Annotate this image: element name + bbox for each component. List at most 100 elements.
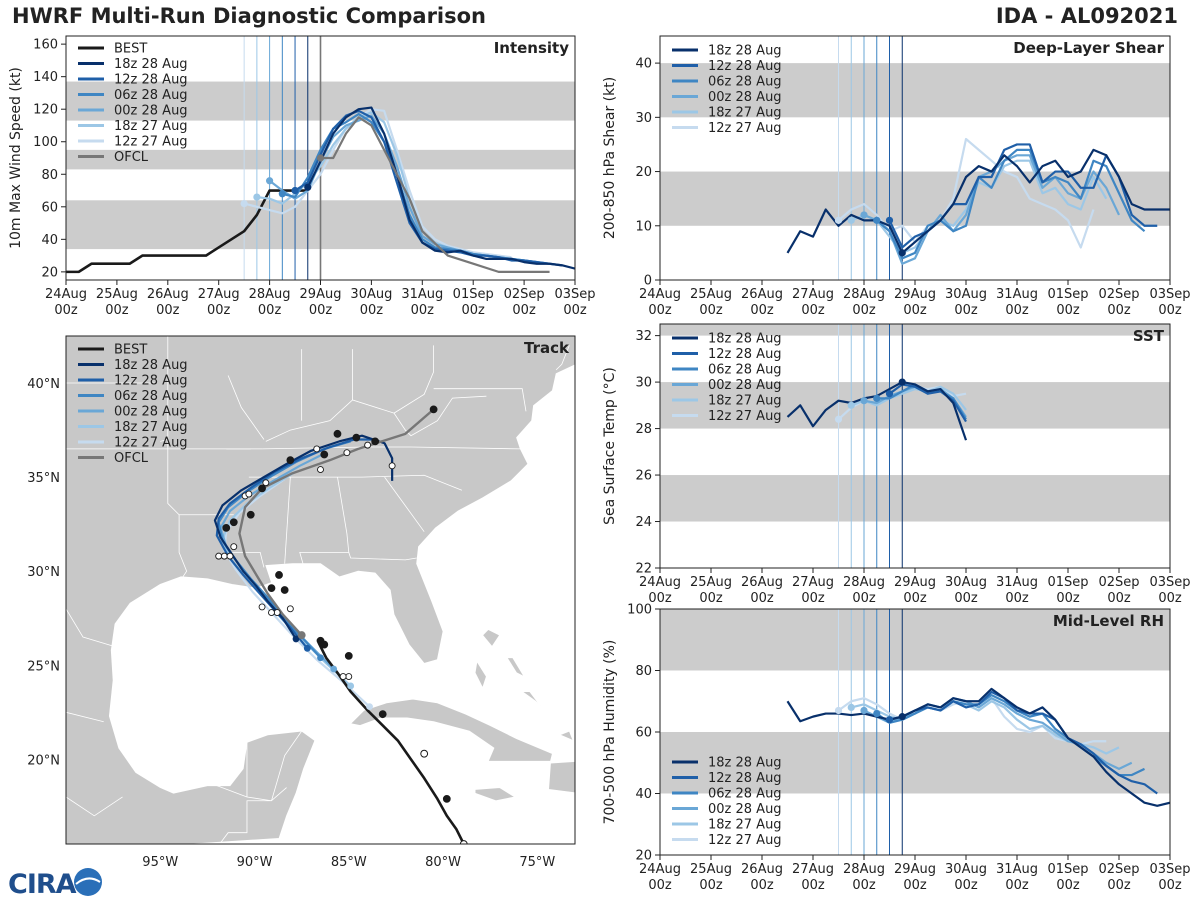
y-tick-label: 30 [635, 376, 652, 391]
legend-label: 18z 27 Aug [708, 818, 782, 833]
track-fix-marker [258, 484, 266, 493]
track-00z-marker [226, 552, 234, 560]
x-tick-label: 00z [903, 591, 927, 606]
track-init-marker [317, 654, 324, 662]
state-boundary [433, 388, 527, 412]
legend-label: 06z 28 Aug [708, 75, 782, 90]
x-tick-label: 00z [512, 303, 536, 318]
state-boundary [227, 375, 265, 440]
ofcl-line [320, 116, 550, 273]
shear-chart: 01020304024Aug00z25Aug00z26Aug00z27Aug00… [602, 35, 1191, 318]
state-boundary [224, 551, 265, 568]
run-line-2 [876, 148, 1146, 260]
x-tick-label: 00z [1056, 591, 1080, 606]
x-tick-label: 00z [954, 878, 978, 893]
x-tick-label: 00z [903, 303, 927, 318]
track-fix-marker [275, 571, 283, 579]
x-tick-label: 30Aug [945, 575, 987, 590]
y-tick-label: 30 [635, 111, 652, 126]
init-marker [885, 216, 894, 224]
x-tick-label: 00z [54, 303, 78, 318]
shear-ylabel: 200-850 hPa Shear (kt) [602, 77, 618, 239]
track-00z-marker [364, 441, 372, 449]
legend-label: 18z 28 Aug [708, 44, 782, 59]
x-tick-label: 00z [801, 878, 825, 893]
x-tick-label: 29Aug [300, 287, 342, 302]
lon-tick-label: 80°W [425, 855, 461, 870]
x-tick-label: 25Aug [690, 862, 732, 877]
x-tick-label: 27Aug [792, 287, 834, 302]
y-tick-label: 40 [41, 233, 58, 248]
x-tick-label: 00z [156, 303, 180, 318]
legend-label: 18z 27 Aug [114, 420, 188, 435]
init-marker [860, 211, 868, 219]
track-fix-marker [333, 429, 342, 438]
x-tick-label: 00z [648, 591, 672, 606]
init-marker [847, 401, 855, 409]
legend-label: 12z 27 Aug [708, 833, 782, 848]
init-marker [834, 415, 843, 423]
x-tick-label: 28Aug [843, 862, 885, 877]
bahamas-land [520, 691, 542, 707]
x-tick-label: 00z [648, 878, 672, 893]
x-tick-label: 27Aug [792, 862, 834, 877]
y-tick-label: 26 [635, 469, 652, 484]
x-tick-label: 00z [750, 303, 774, 318]
x-tick-label: 00z [699, 591, 723, 606]
init-marker [885, 716, 894, 724]
cuba-land [349, 698, 553, 762]
legend-label: 00z 28 Aug [708, 90, 782, 105]
track-fix-marker [280, 586, 289, 594]
track-00z-marker [220, 552, 228, 560]
x-tick-label: 00z [1158, 878, 1182, 893]
track-fix-marker [229, 518, 238, 527]
legend-label: 18z 28 Aug [114, 57, 188, 72]
rh-chart: 2040608010024Aug00z25Aug00z26Aug00z27Aug… [602, 603, 1191, 894]
lat-tick-label: 30°N [27, 565, 60, 580]
y-tick-label: 120 [33, 103, 58, 118]
rh-ylabel: 700-500 hPa Humidity (%) [602, 640, 618, 825]
init-marker [860, 706, 868, 715]
ofcl-init-marker [316, 154, 325, 162]
legend-label: 00z 28 Aug [708, 802, 782, 817]
x-tick-label: 00z [1107, 591, 1131, 606]
x-tick-label: 02Sep [1098, 862, 1139, 877]
bahamas-land [558, 730, 574, 742]
legend-label: 00z 28 Aug [708, 378, 782, 393]
legend-label: 12z 27 Aug [708, 121, 782, 136]
legend-label: 12z 28 Aug [114, 73, 188, 88]
intensity-chart: 2040608010012014016024Aug00z25Aug00z26Au… [8, 35, 596, 318]
y-tick-label: 20 [635, 165, 652, 180]
track-ofcl [238, 408, 435, 636]
legend-label: 06z 28 Aug [114, 88, 188, 103]
track-init-marker [347, 682, 355, 690]
x-tick-label: 00z [1158, 303, 1182, 318]
x-tick-label: 00z [699, 878, 723, 893]
x-tick-label: 27Aug [198, 287, 240, 302]
x-tick-label: 00z [1056, 878, 1080, 893]
init-marker [253, 193, 261, 201]
track-fix-marker [442, 794, 451, 803]
y-tick-label: 60 [635, 726, 652, 741]
state-boundary [167, 439, 188, 578]
y-tick-label: 20 [635, 849, 652, 864]
y-tick-label: 10 [635, 219, 652, 234]
y-tick-label: 24 [635, 515, 652, 530]
track-init-marker [303, 644, 311, 652]
legend-label: 12z 28 Aug [114, 374, 188, 389]
legend-label: 12z 27 Aug [114, 436, 188, 451]
sst-panel-title: SST [1133, 327, 1165, 345]
state-boundary [393, 395, 487, 437]
x-tick-label: 00z [750, 878, 774, 893]
x-tick-label: 24Aug [639, 575, 681, 590]
x-tick-label: 00z [1107, 878, 1131, 893]
x-tick-label: 03Sep [554, 287, 595, 302]
x-tick-label: 25Aug [690, 287, 732, 302]
x-tick-label: 00z [852, 591, 876, 606]
track-fix-marker [378, 710, 387, 719]
x-tick-label: 01Sep [1047, 287, 1088, 302]
y-tick-label: 100 [33, 135, 58, 150]
lon-tick-label: 95°W [142, 855, 178, 870]
track-fix-marker [286, 456, 295, 465]
init-marker [266, 177, 274, 185]
